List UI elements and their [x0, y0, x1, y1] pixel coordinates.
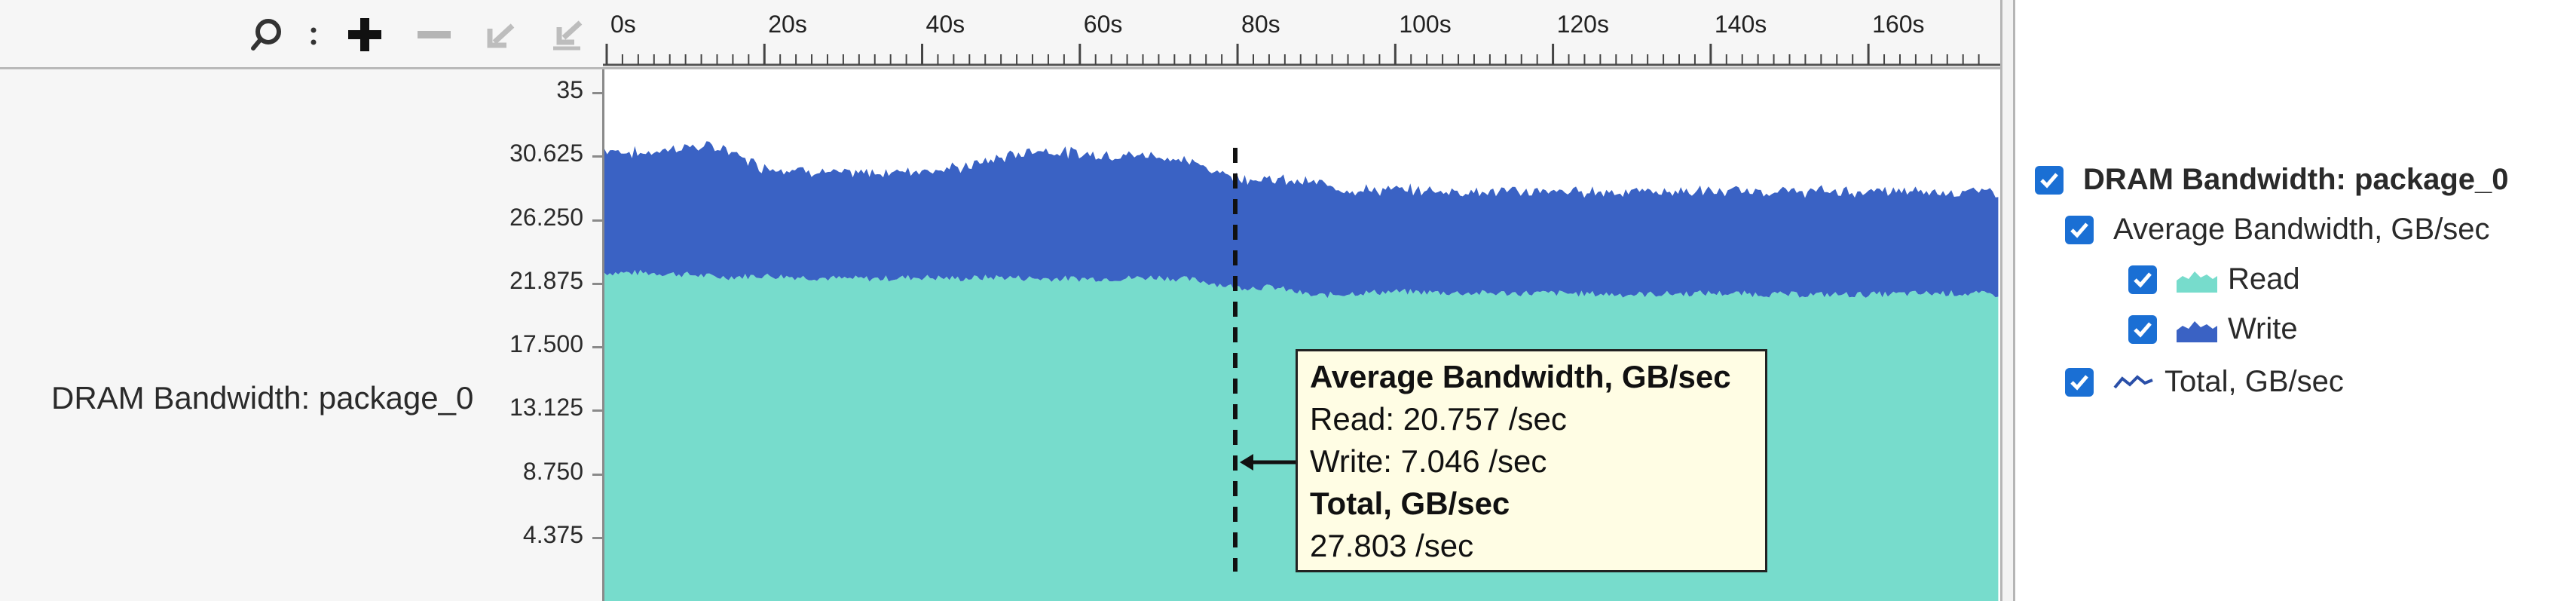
y-tick-label: 13.125	[509, 394, 583, 422]
value-tooltip: Average Bandwidth, GB/sec Read: 20.757 /…	[1296, 349, 1767, 572]
legend-read-label: Read	[2228, 262, 2300, 296]
y-tick-mark	[592, 282, 603, 285]
more-options-icon[interactable]	[292, 14, 317, 56]
y-tick-mark	[592, 219, 603, 222]
legend-write-label: Write	[2228, 312, 2298, 345]
time-tick-label: 80s	[1241, 11, 1280, 38]
y-tick-label: 35	[556, 76, 583, 103]
legend-item-write[interactable]: Write	[2128, 312, 2298, 346]
chart-toolbar	[0, 0, 603, 69]
y-tick-label: 26.250	[509, 203, 583, 231]
y-tick-mark	[592, 155, 603, 158]
legend-total-label: Total, GB/sec	[2165, 365, 2344, 398]
undo-zoom-icon[interactable]	[479, 14, 522, 56]
time-tick-label: 0s	[610, 11, 636, 38]
time-tick-label: 20s	[768, 11, 807, 38]
time-tick-label: 40s	[925, 11, 965, 38]
y-tick-mark	[592, 473, 603, 476]
tooltip-total-title: Total, GB/sec	[1310, 486, 1510, 521]
y-tick-mark	[592, 409, 603, 412]
time-ruler-ticks	[603, 44, 2003, 66]
panel-splitter[interactable]	[2000, 0, 2015, 601]
tooltip-write-value: Write: 7.046 /sec	[1310, 443, 1547, 479]
read-area-icon	[2177, 271, 2217, 293]
y-tick-label: 8.750	[522, 457, 583, 485]
reset-zoom-icon[interactable]	[546, 14, 588, 56]
write-area-icon	[2177, 320, 2217, 342]
zoom-out-icon[interactable]	[413, 14, 455, 56]
legend-panel: DRAM Bandwidth: package_0 Average Bandwi…	[2015, 0, 2576, 601]
y-tick-label: 30.625	[509, 140, 583, 167]
tooltip-arrow-icon	[1240, 454, 1298, 471]
legend-write-checkbox[interactable]	[2128, 314, 2157, 344]
legend-total-checkbox[interactable]	[2065, 367, 2094, 397]
y-tick-mark	[592, 346, 603, 348]
time-tick-label: 140s	[1714, 11, 1767, 38]
zoom-in-icon[interactable]	[344, 14, 386, 56]
tooltip-group-title: Average Bandwidth, GB/sec	[1310, 359, 1731, 394]
search-icon[interactable]	[246, 14, 288, 56]
time-cursor-line	[1233, 148, 1238, 572]
legend-root-checkbox[interactable]	[2035, 165, 2064, 195]
time-tick-label: 100s	[1399, 11, 1452, 38]
y-tick-label: 21.875	[509, 266, 583, 294]
legend-item-root[interactable]: DRAM Bandwidth: package_0	[2035, 163, 2509, 197]
time-ruler[interactable]: 0s 20s 40s 60s 80s 100s 120s 140s 160s	[603, 0, 2003, 69]
total-line-icon	[2113, 374, 2153, 388]
y-tick-label: 17.500	[509, 330, 583, 357]
y-tick-mark	[592, 536, 603, 539]
legend-read-checkbox[interactable]	[2128, 265, 2157, 294]
row-title: DRAM Bandwidth: package_0	[51, 380, 474, 415]
row-label-panel: DRAM Bandwidth: package_0 35 30.625 26.250…	[0, 69, 603, 601]
legend-item-read[interactable]: Read	[2128, 262, 2300, 296]
y-axis-line	[602, 69, 604, 601]
write-series-area[interactable]	[604, 141, 1999, 299]
legend-item-total[interactable]: Total, GB/sec	[2065, 365, 2344, 399]
tooltip-read-value: Read: 20.757 /sec	[1310, 401, 1567, 437]
y-tick-label: 4.375	[522, 520, 583, 548]
legend-root-label: DRAM Bandwidth: package_0	[2083, 163, 2509, 196]
tooltip-total-value: 27.803 /sec	[1310, 528, 1474, 563]
legend-item-average-bandwidth[interactable]: Average Bandwidth, GB/sec	[2065, 213, 2490, 247]
y-tick-mark	[592, 92, 603, 94]
time-tick-label: 120s	[1556, 11, 1609, 38]
time-tick-label: 60s	[1083, 11, 1123, 38]
legend-group-label: Average Bandwidth, GB/sec	[2113, 213, 2490, 246]
legend-group-checkbox[interactable]	[2065, 215, 2094, 244]
time-tick-label: 160s	[1872, 11, 1925, 38]
